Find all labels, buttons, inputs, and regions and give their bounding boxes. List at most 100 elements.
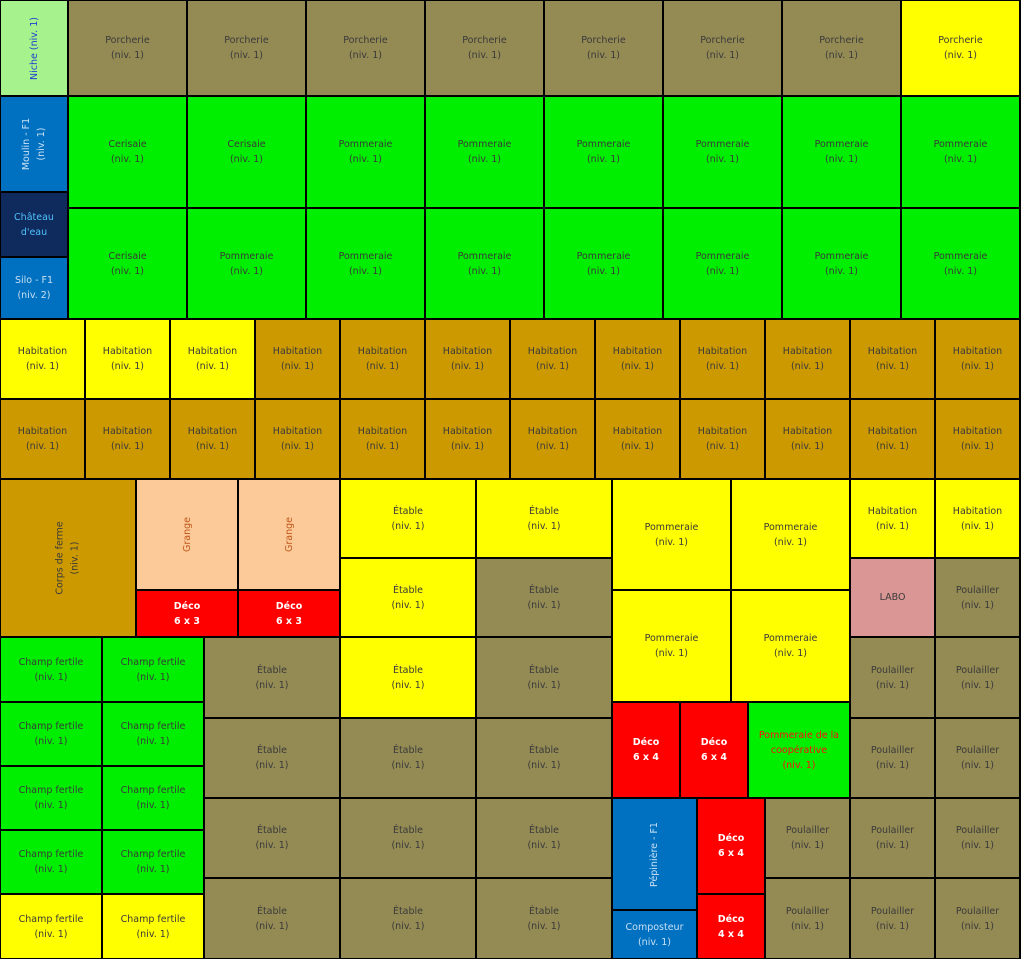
cell-label: (niv. 1): [527, 520, 561, 532]
plot-cell: Habitation (niv. 1): [595, 399, 680, 479]
cell-text: Niche (niv. 1): [27, 17, 42, 80]
cell-text: Étable (niv. 1): [391, 663, 424, 693]
plot-cell: Silo - F1 (niv. 2): [0, 257, 68, 319]
plot-cell: Déco 6 x 3: [238, 590, 340, 637]
cell-label: 6 x 4: [718, 848, 744, 859]
plot-cell: Pommeraie (niv. 1): [731, 479, 850, 590]
cell-label: Pommeraie: [644, 521, 699, 533]
cell-text: Habitation (niv. 1): [783, 424, 832, 454]
cell-label: Poulailler: [870, 745, 915, 756]
cell-label: (niv. 1): [348, 50, 383, 61]
cell-label: (niv. 1): [391, 520, 425, 532]
cell-text: Champ fertile (niv. 1): [121, 912, 186, 942]
cell-label: Poulailler: [785, 825, 830, 836]
cell-label: (niv. 1): [535, 441, 570, 452]
cell-label: Poulailler: [955, 905, 1000, 917]
cell-label: (niv. 1): [34, 864, 68, 875]
cell-label: Pommeraie: [763, 521, 818, 533]
cell-text: Étable (niv. 1): [391, 583, 424, 613]
plot-cell: Étable (niv. 1): [340, 878, 476, 959]
cell-label: Porcherie: [224, 35, 269, 46]
plot-cell: Composteur (niv. 1): [612, 910, 697, 959]
cell-label: Habitation: [612, 426, 663, 437]
cell-label: Poulailler: [870, 825, 915, 836]
plot-cell: Poulailler (niv. 1): [765, 798, 850, 878]
cell-label: Porcherie: [105, 35, 150, 46]
plot-cell: Habitation (niv. 1): [935, 399, 1020, 479]
cell-text: Déco 6 x 3: [276, 599, 303, 629]
plot-cell: Étable (niv. 1): [476, 718, 612, 798]
plot-cell: Porcherie (niv. 1): [663, 0, 782, 96]
cell-label: Déco: [173, 600, 201, 612]
plot-cell: Étable (niv. 1): [476, 798, 612, 878]
cell-text: Porcherie (niv. 1): [700, 33, 744, 63]
cell-text: Pommeraie (niv. 1): [934, 137, 988, 167]
plot-cell: Habitation (niv. 1): [170, 319, 255, 399]
cell-label: (niv. 1): [229, 265, 264, 277]
cell-text: Pommeraie (niv. 1): [815, 249, 869, 279]
plot-cell: Pommeraie (niv. 1): [425, 208, 544, 319]
cell-label: (niv. 1): [705, 265, 740, 277]
cell-label: (niv. 1): [34, 736, 68, 747]
cell-text: Habitation (niv. 1): [953, 424, 1002, 454]
cell-label: (niv. 1): [586, 50, 621, 61]
cell-label: 6 x 3: [174, 615, 200, 627]
cell-text: Habitation (niv. 1): [188, 424, 237, 454]
plot-cell: Château d'eau: [0, 192, 68, 257]
plot-cell: Habitation (niv. 1): [850, 399, 935, 479]
cell-label: Pommeraie: [695, 250, 750, 262]
cell-label: Composteur: [625, 921, 684, 933]
cell-label: Habitation: [102, 426, 153, 437]
cell-label: Silo - F1: [14, 275, 54, 286]
cell-label: (niv. 1): [960, 361, 995, 372]
cell-text: LABO: [880, 590, 906, 605]
cell-label: Château: [14, 211, 54, 223]
cell-text: Poulailler (niv. 1): [956, 743, 999, 773]
cell-label: Pommeraie: [763, 633, 818, 644]
plot-cell: Pommeraie (niv. 1): [425, 96, 544, 208]
cell-text: Habitation (niv. 1): [443, 344, 492, 374]
plot-cell: Poulailler (niv. 1): [850, 798, 935, 878]
cell-label: Champ fertile: [120, 849, 186, 860]
plot-cell: Champ fertile (niv. 1): [102, 830, 204, 894]
plot-cell: Étable (niv. 1): [204, 798, 340, 878]
cell-text: Poulailler (niv. 1): [871, 743, 914, 773]
cell-text: Pépinière - F1: [647, 822, 662, 887]
plot-cell: Pommeraie (niv. 1): [306, 96, 425, 208]
cell-label: (niv. 1): [450, 361, 485, 372]
cell-text: Étable (niv. 1): [527, 583, 560, 613]
cell-label: Porcherie: [938, 35, 983, 46]
plot-cell: Déco 6 x 3: [136, 590, 238, 637]
cell-label: Habitation: [867, 505, 918, 517]
plot-cell: Habitation (niv. 1): [850, 479, 935, 558]
cell-label: Étable: [392, 825, 424, 836]
plot-cell: Pommeraie (niv. 1): [782, 208, 901, 319]
plot-cell: Poulailler (niv. 1): [850, 637, 935, 718]
cell-text: Pommeraie (niv. 1): [577, 249, 631, 279]
cell-label: Cerisaie: [108, 139, 147, 150]
cell-label: Habitation: [17, 346, 68, 357]
plot-cell: Déco 6 x 4: [612, 702, 680, 798]
cell-label: (niv. 1): [875, 840, 910, 851]
cell-text: Déco 6 x 4: [718, 831, 745, 861]
plot-cell: Champ fertile (niv. 1): [0, 637, 102, 702]
cell-label: 6 x 4: [701, 752, 727, 763]
plot-cell: Étable (niv. 1): [340, 479, 476, 558]
cell-label: (niv. 1): [960, 520, 995, 532]
plot-cell: Porcherie (niv. 1): [901, 0, 1020, 96]
cell-text: Poulailler (niv. 1): [871, 904, 914, 934]
cell-label: (niv. 1): [25, 361, 60, 372]
cell-label: Habitation: [867, 426, 918, 437]
cell-text: Cerisaie (niv. 1): [227, 137, 265, 167]
cell-text: Déco 6 x 3: [174, 599, 201, 629]
cell-text: Porcherie (niv. 1): [938, 33, 982, 63]
cell-text: Habitation (niv. 1): [528, 344, 577, 374]
cell-label: Habitation: [272, 346, 323, 357]
cell-label: (niv. 1): [790, 840, 825, 851]
cell-label: Porcherie: [700, 35, 745, 46]
plot-cell: Étable (niv. 1): [340, 798, 476, 878]
plot-cell: Pommeraie (niv. 1): [901, 208, 1020, 319]
cell-label: Étable: [528, 584, 560, 596]
plot-cell: Cerisaie (niv. 1): [187, 96, 306, 208]
